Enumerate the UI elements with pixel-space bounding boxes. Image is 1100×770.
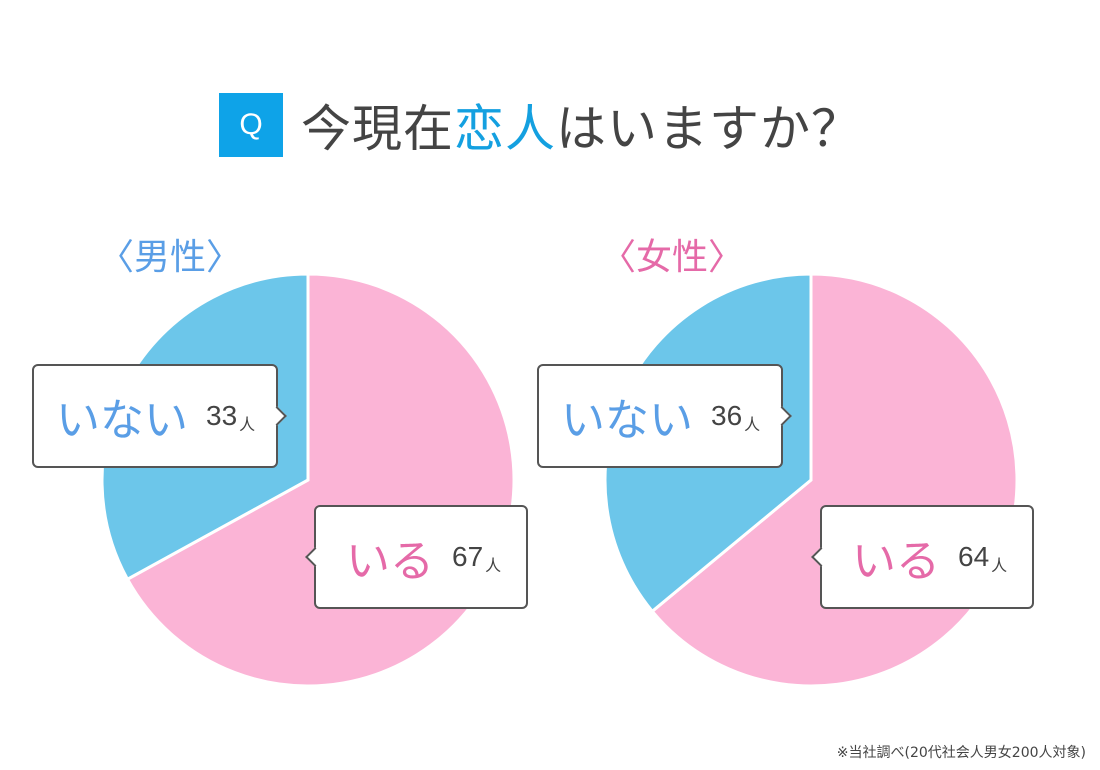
q-badge: Q (219, 93, 283, 157)
callout-count: 33 (206, 400, 238, 431)
female-group-label: 〈女性〉 (600, 237, 745, 278)
title-suffix: はいますか？ (556, 100, 862, 158)
source-footnote: ※当社調べ(20代社会人男女200人対象) (836, 745, 1086, 761)
question-text: 今現在恋人はいますか？ (301, 89, 862, 161)
male-no-callout: いない 33 人 (32, 364, 278, 468)
callout-unit: 人 (991, 556, 1008, 575)
callout-count: 64 (958, 541, 990, 572)
callout-label: いる (346, 536, 434, 587)
female-no-callout: いない 36 人 (537, 364, 783, 468)
callout-label: いない (56, 395, 188, 446)
callout-label: いない (561, 395, 693, 446)
callout-count: 67 (452, 541, 484, 572)
callout-label: いる (852, 536, 940, 587)
callout-unit: 人 (485, 556, 502, 575)
male-group-label: 〈男性〉 (98, 237, 243, 278)
female-pie-chart (603, 272, 1019, 688)
title-prefix: 今現在 (301, 100, 454, 158)
question-title: Q 今現在恋人はいますか？ (219, 90, 862, 160)
callout-unit: 人 (239, 415, 256, 434)
male-pie-chart (100, 272, 516, 688)
male-yes-callout: いる 67 人 (314, 505, 528, 609)
callout-count: 36 (711, 400, 743, 431)
callout-unit: 人 (744, 415, 761, 434)
female-yes-callout: いる 64 人 (820, 505, 1034, 609)
title-highlight: 恋人 (454, 100, 556, 158)
